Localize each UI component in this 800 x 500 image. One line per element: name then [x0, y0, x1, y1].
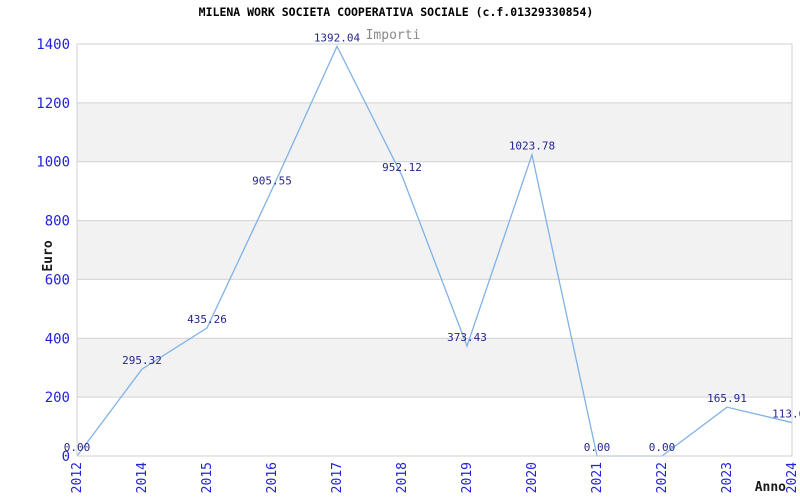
- x-tick-label: 2019: [460, 462, 475, 493]
- point-label: 165.91: [707, 392, 747, 405]
- plot-band: [77, 102, 792, 162]
- point-label: 0.00: [584, 441, 611, 454]
- point-label: 905.55: [252, 175, 292, 188]
- y-tick-label: 1000: [36, 155, 70, 171]
- x-tick-label: 2016: [265, 462, 280, 493]
- point-label: 373.43: [447, 331, 487, 344]
- point-label: 435.26: [187, 313, 227, 326]
- chart-subtitle: Importi: [366, 28, 421, 43]
- point-label: 952.12: [382, 161, 422, 174]
- y-tick-label: 0: [62, 449, 70, 465]
- plot-border: [76, 43, 793, 457]
- y-tick-label: 1400: [36, 37, 70, 53]
- point-label: 1392.04: [314, 31, 361, 44]
- x-tick-label: 2020: [525, 462, 540, 493]
- y-tick-label: 200: [45, 390, 70, 406]
- x-tick-label: 2017: [330, 462, 345, 493]
- x-tick-label: 2021: [590, 462, 605, 493]
- plot-band: [77, 338, 792, 398]
- chart-title: MILENA WORK SOCIETA COOPERATIVA SOCIALE …: [199, 5, 594, 19]
- y-axis-title: Euro: [41, 240, 56, 271]
- data-line: [76, 44, 793, 457]
- x-tick-label: 2014: [135, 462, 150, 493]
- point-label: 0.00: [649, 441, 676, 454]
- x-axis-title: Anno: [755, 480, 786, 495]
- plot-area: 0 200 400 600 800 1000 1200 1400 2012 2014 2015 201…: [36, 31, 800, 493]
- y-tick-label: 800: [45, 214, 70, 230]
- point-label: 295.32: [122, 354, 162, 367]
- point-label: 113.64: [772, 408, 800, 421]
- y-tick-label: 400: [45, 331, 70, 347]
- x-tick-label: 2024: [785, 462, 800, 493]
- y-tick-label: 600: [45, 272, 70, 288]
- point-label: 0.00: [64, 441, 91, 454]
- plot-band: [77, 220, 792, 280]
- x-tick-label: 2015: [200, 462, 215, 493]
- point-label: 1023.78: [509, 140, 555, 153]
- x-tick-label: 2022: [655, 462, 670, 493]
- x-tick-label: 2023: [720, 462, 735, 493]
- y-tick-label: 1200: [36, 96, 70, 112]
- x-tick-label: 2012: [70, 462, 85, 493]
- x-tick-label: 2018: [395, 462, 410, 493]
